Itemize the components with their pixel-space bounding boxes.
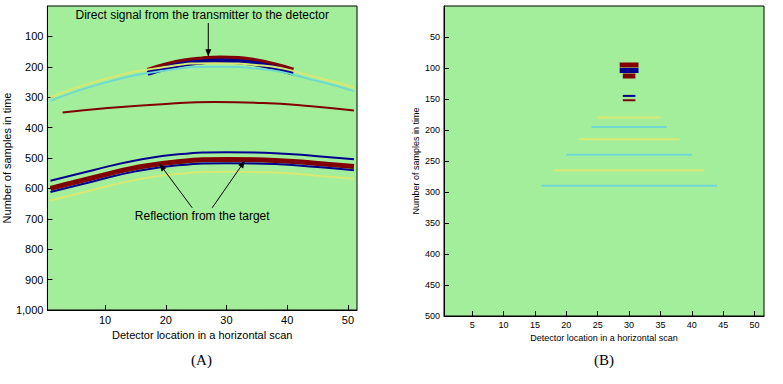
svg-text:200: 200 — [425, 125, 440, 135]
svg-text:300: 300 — [425, 187, 440, 197]
svg-text:Detector location in a horizon: Detector location in a horizontal scan — [112, 329, 292, 341]
svg-text:40: 40 — [281, 314, 293, 326]
svg-text:(A): (A) — [191, 352, 212, 369]
svg-text:Direct signal from the transmi: Direct signal from the transmitter to th… — [75, 8, 328, 22]
svg-text:30: 30 — [220, 314, 232, 326]
svg-text:Number of samples in time: Number of samples in time — [411, 107, 421, 214]
svg-text:5: 5 — [470, 320, 475, 330]
svg-text:10: 10 — [499, 320, 509, 330]
svg-text:50: 50 — [430, 32, 440, 42]
svg-text:20: 20 — [561, 320, 571, 330]
svg-text:300: 300 — [25, 91, 43, 103]
svg-text:Reflection from the target: Reflection from the target — [135, 209, 270, 223]
svg-text:100: 100 — [425, 63, 440, 73]
svg-text:45: 45 — [718, 320, 728, 330]
svg-text:20: 20 — [160, 314, 172, 326]
svg-text:Detector location in a horizon: Detector location in a horizontal scan — [530, 333, 678, 343]
svg-text:15: 15 — [530, 320, 540, 330]
svg-text:40: 40 — [687, 320, 697, 330]
svg-text:1,000: 1,000 — [16, 304, 44, 316]
svg-text:500: 500 — [425, 311, 440, 321]
svg-text:500: 500 — [25, 152, 43, 164]
svg-text:10: 10 — [99, 314, 111, 326]
svg-text:200: 200 — [25, 61, 43, 73]
svg-text:Number of samples in time: Number of samples in time — [1, 93, 13, 224]
svg-text:35: 35 — [655, 320, 665, 330]
svg-text:50: 50 — [342, 314, 354, 326]
svg-text:400: 400 — [25, 122, 43, 134]
svg-text:25: 25 — [593, 320, 603, 330]
svg-text:900: 900 — [25, 274, 43, 286]
svg-text:800: 800 — [25, 243, 43, 255]
svg-text:400: 400 — [425, 249, 440, 259]
svg-text:250: 250 — [425, 156, 440, 166]
svg-text:(B): (B) — [594, 352, 614, 369]
svg-text:450: 450 — [425, 280, 440, 290]
svg-text:600: 600 — [25, 182, 43, 194]
svg-text:350: 350 — [425, 218, 440, 228]
svg-text:50: 50 — [750, 320, 760, 330]
svg-text:100: 100 — [25, 30, 43, 42]
svg-text:30: 30 — [624, 320, 634, 330]
svg-text:150: 150 — [425, 94, 440, 104]
svg-text:700: 700 — [25, 213, 43, 225]
